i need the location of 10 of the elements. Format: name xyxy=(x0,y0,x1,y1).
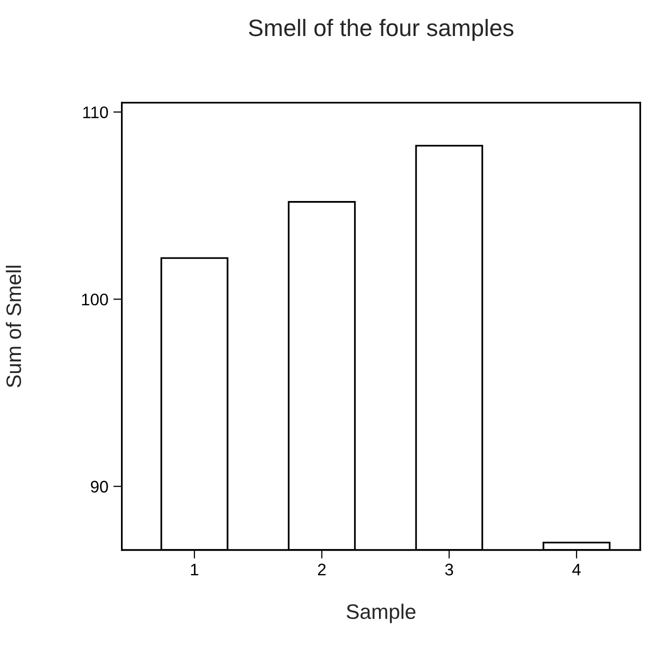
x-tick-label: 4 xyxy=(572,564,581,576)
y-tick-label: 90 xyxy=(90,480,108,493)
x-tick-label: 2 xyxy=(318,564,326,576)
y-axis-title: Sum of Smell xyxy=(6,266,22,388)
y-tick-label: 110 xyxy=(83,106,108,118)
chart-title: Smell of the four samples xyxy=(248,18,514,41)
x-axis-title: Sample xyxy=(346,604,416,624)
x-tick-label: 3 xyxy=(445,564,454,576)
x-tick-label: 1 xyxy=(191,564,198,576)
y-tick-label: 100 xyxy=(82,294,108,306)
